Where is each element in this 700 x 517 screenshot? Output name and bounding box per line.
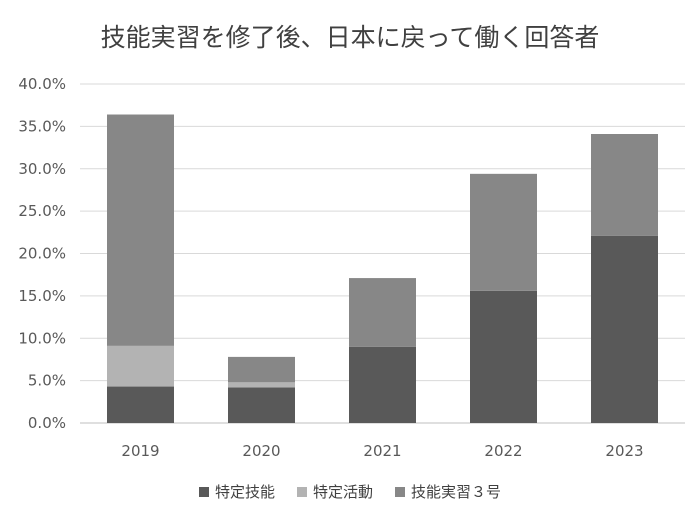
bar-segment xyxy=(470,173,537,291)
bar-segment xyxy=(349,278,416,347)
legend-label: 技能実習３号 xyxy=(411,483,502,501)
y-tick-label: 40.0% xyxy=(18,75,66,93)
legend-item: 特定活動 xyxy=(296,481,373,502)
legend-swatch xyxy=(296,486,307,497)
bar-segment xyxy=(107,386,174,423)
legend-label: 特定技能 xyxy=(214,483,275,501)
bar-segment xyxy=(228,356,295,383)
x-tick-label: 2019 xyxy=(121,442,159,460)
plot-area: 0.0% 5.0% 10.0% 15.0% 20.0% 25.0% 30.0% 35.0% 40… xyxy=(18,75,685,460)
legend-label: 特定活動 xyxy=(312,483,373,501)
x-tick-label: 2022 xyxy=(484,442,522,460)
legend-item: 技能実習３号 xyxy=(395,481,501,502)
y-tick-label: 35.0% xyxy=(18,117,66,135)
bar-segment xyxy=(591,235,658,423)
bar-segment xyxy=(228,382,295,388)
bar-segment xyxy=(228,387,295,423)
x-tick-label: 2023 xyxy=(605,442,643,460)
bar-segment xyxy=(470,290,537,423)
x-tick-label: 2020 xyxy=(242,442,280,460)
y-tick-label: 10.0% xyxy=(18,329,66,347)
y-tick-label: 0.0% xyxy=(28,414,66,432)
legend: 特定技能 特定活動 技能実習３号 xyxy=(0,481,700,502)
bar-segment xyxy=(107,114,174,346)
legend-swatch xyxy=(395,486,405,497)
bar-segment xyxy=(107,345,174,387)
bar-segment xyxy=(591,134,658,236)
legend-item: 特定技能 xyxy=(198,481,275,502)
y-tick-label: 15.0% xyxy=(18,287,66,305)
bar-segment xyxy=(349,346,416,423)
chart-title: 技能実習を修了後、日本に戻って働く回答者 xyxy=(100,23,600,52)
y-tick-label: 5.0% xyxy=(28,372,66,390)
y-tick-label: 30.0% xyxy=(18,160,66,178)
y-tick-label: 20.0% xyxy=(18,245,66,263)
x-tick-label: 2021 xyxy=(363,442,401,460)
legend-swatch xyxy=(198,486,209,497)
y-tick-label: 25.0% xyxy=(18,202,66,220)
